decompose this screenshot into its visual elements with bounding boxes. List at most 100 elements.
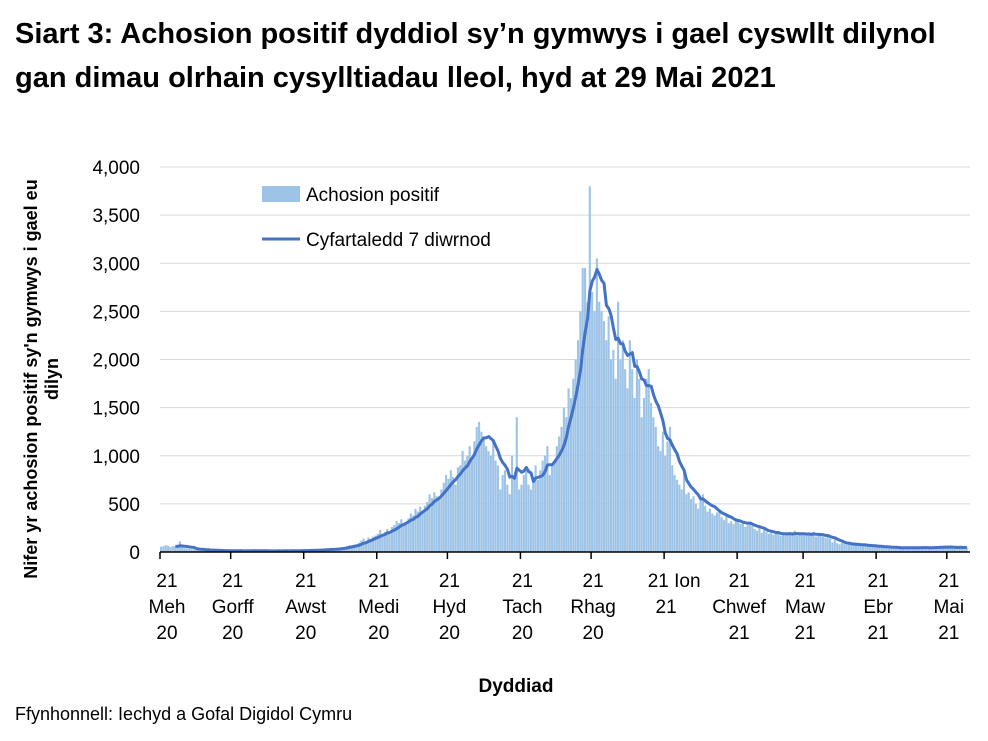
bar-daily-cases [706,511,709,552]
bar-daily-cases [558,436,561,552]
bar-daily-cases [927,547,931,552]
bar-daily-cases [624,369,627,552]
bar-daily-cases [473,441,476,552]
bar-daily-cases [190,549,193,552]
bar-daily-cases [423,505,426,552]
bar-daily-cases [682,470,686,552]
bar-daily-cases [572,378,575,552]
bar-daily-cases [475,426,478,552]
bar-daily-cases [593,311,596,552]
bar-daily-cases [817,535,820,552]
bar-daily-cases [513,479,516,552]
bar-daily-cases [751,526,754,552]
bar-daily-cases [591,292,594,552]
bar-daily-cases [711,513,714,552]
x-tick-label: 21 [583,571,604,592]
x-tick-label: Ebr [863,597,893,618]
bar-daily-cases [185,548,189,552]
bar-daily-cases [442,482,445,552]
bar-daily-cases [407,518,410,552]
bar-daily-cases [543,455,547,552]
bar-daily-cases [421,510,424,552]
bar-daily-cases [720,517,723,552]
bar-daily-cases [654,426,657,552]
bar-daily-cases [452,476,455,552]
bar-daily-cases [478,422,481,552]
bar-daily-cases [906,547,909,552]
bar-daily-cases [824,537,827,552]
bar-daily-cases [852,544,855,552]
bar-daily-cases [885,547,888,552]
bar-daily-cases [461,450,464,552]
bar-daily-cases [800,534,803,552]
bar-daily-cases [838,544,841,552]
x-tick-label: 21 [795,571,816,592]
bar-daily-cases [171,546,174,552]
bar-daily-cases [525,470,528,552]
bar-daily-cases [612,349,615,552]
bar-daily-cases [850,544,853,552]
y-tick-label: 1,000 [92,447,140,468]
bar-daily-cases [181,547,184,552]
bar-daily-cases [510,455,514,552]
bar-daily-cases [904,547,907,552]
bar-daily-cases [555,446,558,552]
x-tick-label: Rhag [570,597,615,618]
bar-daily-cases [445,475,448,552]
bar-daily-cases [357,542,360,552]
bar-daily-cases [864,544,867,552]
bar-daily-cases [397,523,401,552]
line-7-day-average [175,267,967,553]
bar-daily-cases [678,484,681,552]
bar-daily-cases [419,506,422,552]
bar-daily-cases [605,340,608,552]
bar-daily-cases [690,499,693,552]
bar-daily-cases [880,546,883,552]
y-tick-label: 3,000 [92,254,140,275]
bar-daily-cases [617,301,620,552]
bar-daily-cases [671,465,674,552]
bar-daily-cases [909,547,912,552]
bar-daily-cases [350,546,353,552]
bar-daily-cases [402,524,405,552]
bar-daily-cases [468,446,471,552]
bar-daily-cases [772,534,775,552]
bar-daily-cases [826,535,829,552]
bar-daily-cases [718,509,721,552]
bar-daily-cases [791,534,794,552]
bar-daily-cases [553,460,556,552]
bar-daily-cases [197,549,200,552]
bar-daily-cases [807,532,810,552]
bar-daily-cases [741,523,744,552]
bar-daily-cases [770,532,773,552]
bar-daily-cases [355,544,358,552]
x-tick-label: 21 [656,597,677,618]
bar-daily-cases [595,258,598,552]
bar-daily-cases [390,526,393,552]
bar-daily-cases [492,441,495,552]
bar-daily-cases [939,546,942,552]
bar-daily-cases [440,489,443,552]
bar-daily-cases [466,455,469,552]
x-tick-label: 20 [512,623,533,644]
bar-daily-cases [638,378,641,552]
bar-daily-cases [965,547,968,552]
bar-daily-cases [949,547,952,552]
bar-daily-cases [897,547,900,552]
bar-daily-cases [871,546,874,552]
bar-daily-cases [805,535,808,552]
bar-daily-cases [501,475,504,552]
bar-daily-cases [737,521,740,552]
bar-daily-cases [195,549,198,552]
bar-daily-cases [459,465,462,552]
bar-daily-cases [887,547,891,552]
bar-daily-cases [727,523,730,552]
bar-daily-cases [362,538,365,552]
bar-daily-cases [607,316,610,552]
x-tick-label: 20 [439,623,460,644]
bar-daily-cases [810,534,813,552]
bar-daily-cases [963,548,966,552]
bar-daily-cases [796,535,799,552]
bar-daily-cases [602,321,605,552]
bar-daily-cases [873,545,876,552]
